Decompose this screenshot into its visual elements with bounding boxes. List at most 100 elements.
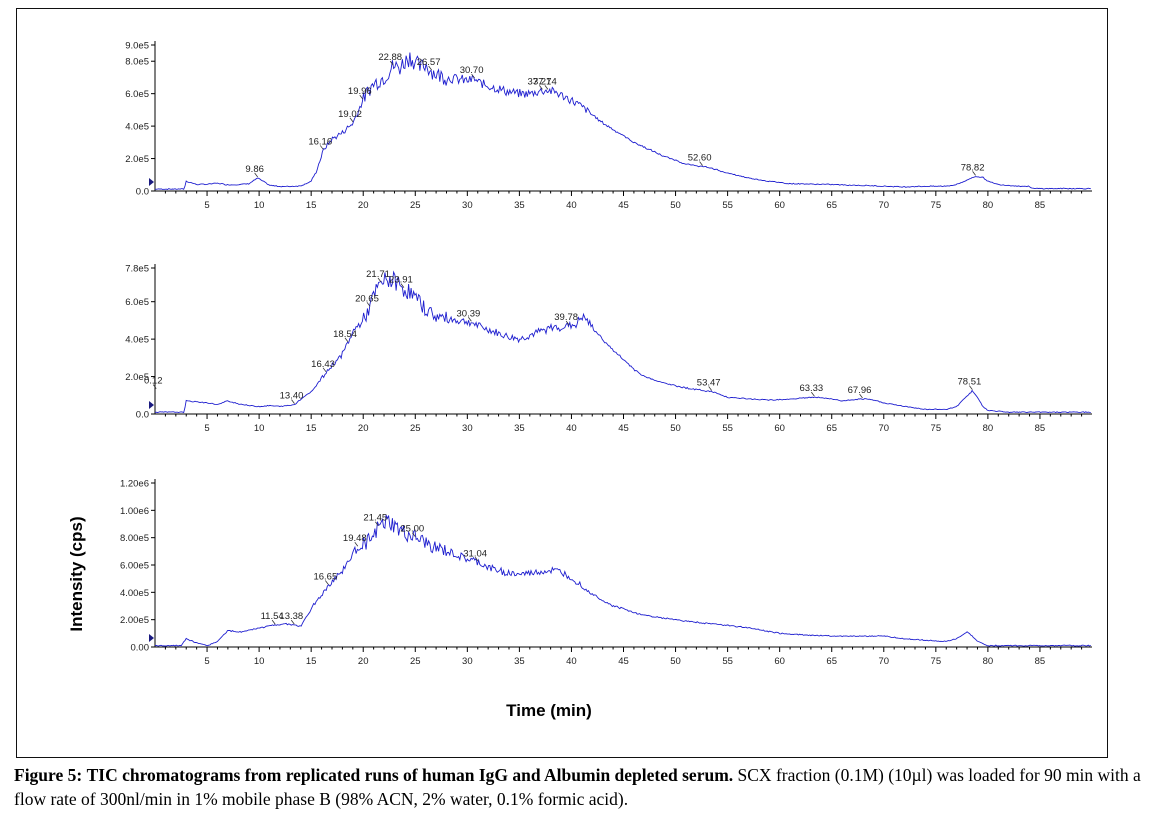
caption-text: SCX fraction (0.1M) (10µl) was loaded fo…	[14, 765, 1141, 809]
peak-label: 19.48	[343, 533, 367, 544]
x-tick-label: 40	[566, 656, 577, 667]
peak-label: 19.02	[338, 109, 362, 120]
x-tick-label: 5	[204, 200, 209, 211]
peak-leader	[366, 302, 371, 307]
y-tick-label: 7.8e5	[125, 264, 149, 275]
x-tick-label: 20	[358, 200, 369, 211]
baseline-marker-icon	[149, 634, 154, 642]
panel-replicate-1: 0.0 2.0e5 4.0e5 6.0e5 8.0e5 9.0e5 5 10 15 20 25 30 3…	[125, 41, 1092, 211]
peak-label: 21.71	[366, 269, 390, 280]
peak-leader	[291, 399, 295, 404]
x-tick-label: 80	[983, 200, 994, 211]
panel-replicate-2: 0.0 2.0e5 4.0e5 6.0e5 7.8e5 5 10 15 20 25 30 35 40 45…	[125, 264, 1092, 434]
peak-leader	[972, 171, 976, 176]
peak-leader	[411, 532, 416, 537]
peak-label: 78.51	[957, 377, 981, 388]
y-tick-label: 2.0e5	[125, 372, 149, 383]
x-tick-label: 40	[566, 423, 577, 434]
x-tick-label: 20	[358, 656, 369, 667]
x-tick-label: 75	[931, 656, 942, 667]
x-tick-label: 10	[254, 423, 265, 434]
x-tick-label: 40	[566, 200, 577, 211]
x-tick-label: 80	[983, 656, 994, 667]
y-tick-label: 0.0	[136, 187, 149, 198]
x-tick-label: 10	[254, 656, 265, 667]
peak-label: 39.78	[554, 312, 578, 323]
peak-leader	[565, 320, 570, 326]
peak-leader	[319, 145, 324, 150]
x-tick-label: 65	[826, 200, 837, 211]
x-tick-label: 15	[306, 200, 317, 211]
peak-label: 22.88	[378, 52, 402, 63]
peak-leader	[374, 521, 379, 526]
peak-leader	[344, 337, 349, 343]
peak-leader	[539, 85, 543, 90]
peak-label: 16.16	[308, 136, 332, 147]
peak-label: 78.82	[961, 162, 985, 173]
x-tick-label: 70	[878, 200, 889, 211]
x-tick-label: 30	[462, 656, 473, 667]
panel-replicate-3: 0.00 2.00e5 4.00e5 6.00e5 8.00e5 1.00e6 1.20e6…	[120, 479, 1092, 667]
x-tick-label: 45	[618, 656, 629, 667]
peak-label: 11.54	[261, 611, 284, 622]
peak-leader	[354, 541, 359, 547]
peak-leader	[811, 391, 815, 397]
peak-leader	[290, 619, 295, 625]
y-tick-label: 8.0e5	[125, 57, 149, 68]
x-tick-label: 65	[826, 423, 837, 434]
peak-label: 9.86	[245, 164, 264, 175]
x-tick-label: 30	[462, 200, 473, 211]
caption-title: TIC chromatograms from replicated runs o…	[86, 765, 734, 785]
y-tick-label: 2.0e5	[125, 154, 149, 165]
peak-label: 37.21	[528, 76, 552, 87]
x-tick-label: 85	[1035, 200, 1046, 211]
x-tick-label: 5	[204, 423, 209, 434]
y-tick-label: 1.20e6	[120, 479, 149, 490]
tic-trace-line	[154, 52, 1091, 190]
peak-leader	[544, 85, 549, 90]
y-tick-label: 0.0	[136, 410, 149, 421]
x-tick-label: 70	[878, 423, 889, 434]
peak-label: 21.45	[363, 513, 387, 524]
baseline-marker-icon	[149, 178, 154, 186]
peak-label: 23.91	[389, 275, 413, 286]
peak-leader	[271, 619, 276, 625]
peak-label: 0.12	[144, 376, 163, 387]
tic-trace-line	[154, 270, 1091, 414]
x-tick-label: 45	[618, 423, 629, 434]
x-tick-label: 35	[514, 656, 525, 667]
x-tick-label: 65	[826, 656, 837, 667]
x-tick-label: 60	[774, 423, 785, 434]
peak-leader	[471, 73, 475, 79]
peak-leader	[322, 367, 327, 373]
peak-leader	[428, 65, 432, 71]
x-tick-label: 30	[462, 423, 473, 434]
tic-trace-line	[154, 514, 1091, 647]
x-tick-label: 15	[306, 423, 317, 434]
peak-label: 13.40	[280, 391, 304, 402]
figure-caption: Figure 5: TIC chromatograms from replica…	[14, 763, 1159, 811]
y-tick-label: 6.00e5	[120, 561, 149, 572]
x-tick-label: 50	[670, 656, 681, 667]
x-tick-label: 25	[410, 200, 421, 211]
x-tick-label: 45	[618, 200, 629, 211]
peak-leader	[377, 277, 382, 283]
x-axis-title: Time (min)	[506, 701, 592, 720]
x-tick-label: 85	[1035, 423, 1046, 434]
x-tick-label: 75	[931, 200, 942, 211]
x-tick-label: 50	[670, 423, 681, 434]
x-tick-label: 5	[204, 656, 209, 667]
peak-label: 20.65	[355, 293, 379, 304]
peak-leader	[468, 317, 472, 322]
x-tick-label: 25	[410, 656, 421, 667]
peak-leader	[254, 172, 258, 178]
peak-leader	[152, 384, 157, 389]
x-tick-label: 35	[514, 200, 525, 211]
peak-leader	[389, 60, 394, 66]
y-tick-label: 4.00e5	[120, 588, 149, 599]
x-tick-label: 15	[306, 656, 317, 667]
peak-leader	[708, 386, 713, 391]
x-tick-label: 70	[878, 656, 889, 667]
y-tick-label: 0.00	[131, 643, 150, 654]
x-tick-label: 35	[514, 423, 525, 434]
